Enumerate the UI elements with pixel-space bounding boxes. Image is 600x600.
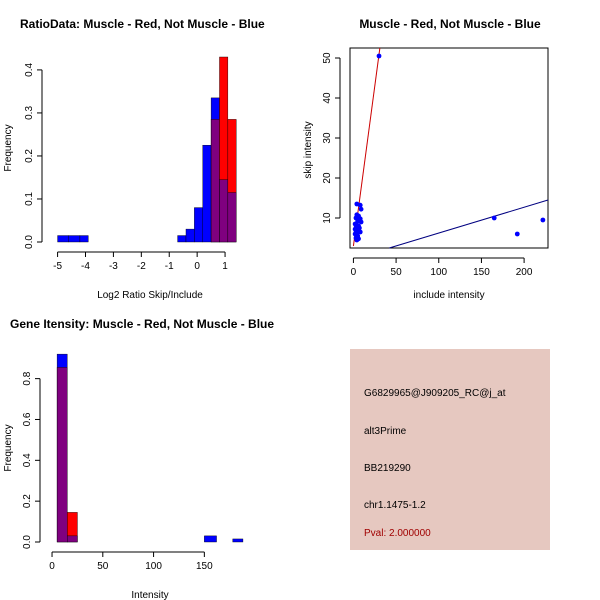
scatter-point <box>358 206 364 212</box>
gene-bar-not-muscle <box>204 535 217 543</box>
ratio-x-tick-label: -1 <box>165 261 174 272</box>
scatter-point <box>514 231 520 237</box>
gene-y-tick-label: 0.4 <box>22 453 33 467</box>
scatter-xlabel: include intensity <box>413 290 484 301</box>
scatter-y-tick-label: 20 <box>322 172 333 184</box>
gene-x-tick-label: 0 <box>49 561 55 572</box>
scatter-x-tick-label: 100 <box>430 267 447 278</box>
ratio-histogram-axes: -5 -4 -3 -2 -1 0 1 0.0 0.1 0.2 0.3 0.4 <box>24 63 228 272</box>
scatter-ylabel: skip intensity <box>303 121 314 178</box>
ratio-x-tick-label: 1 <box>222 261 228 272</box>
ratio-y-tick-label: 0.2 <box>24 149 35 163</box>
gene-x-tick-label: 150 <box>196 561 213 572</box>
scatter-title: Muscle - Red, Not Muscle - Blue <box>359 17 541 31</box>
gene-intensity-xlabel: Intensity <box>131 590 168 600</box>
ratio-x-tick-label: -5 <box>53 261 62 272</box>
info-panel-background <box>350 349 550 550</box>
gene-y-tick-label: 0.6 <box>22 412 33 426</box>
scatter-x-tick-label: 150 <box>473 267 490 278</box>
ratio-x-tick-label: -3 <box>109 261 118 272</box>
scatter-point <box>540 217 546 223</box>
ratio-bar-overlap <box>227 192 237 243</box>
ratio-bar-overlap <box>219 179 229 243</box>
gene-bar-not-muscle <box>232 538 244 543</box>
info-location: chr1.1475-1.2 <box>364 500 426 511</box>
ratio-bar-not-muscle <box>177 235 187 243</box>
scatter-fit-lines <box>352 47 549 249</box>
ratio-histogram-bars <box>57 56 237 243</box>
scatter-y-tick-label: 30 <box>322 132 333 144</box>
ratio-bar-not-muscle <box>185 228 195 243</box>
gene-intensity-ylabel: Frequency <box>3 424 14 471</box>
scatter-plot-box <box>349 47 549 249</box>
scatter-point <box>354 237 360 243</box>
scatter-x-tick-label: 200 <box>516 267 533 278</box>
ratio-bar-not-muscle <box>57 235 69 243</box>
ratio-bar-overlap <box>210 119 220 243</box>
ratio-bar-not-muscle <box>79 235 89 243</box>
scatter-point <box>357 202 363 208</box>
info-probe-id: G6829965@J909205_RC@j_at <box>364 388 506 399</box>
scatter-y-tick-label: 50 <box>322 52 333 64</box>
ratio-histogram-panel: RatioData: Muscle - Red, Not Muscle - Bl… <box>3 17 265 301</box>
info-event-type: alt3Prime <box>364 426 407 437</box>
ratio-histogram-title: RatioData: Muscle - Red, Not Muscle - Bl… <box>20 17 265 31</box>
scatter-points <box>352 53 546 243</box>
ratio-histogram-xlabel: Log2 Ratio Skip/Include <box>97 290 203 301</box>
ratio-y-tick-label: 0.0 <box>24 235 35 249</box>
ratio-bar-not-muscle <box>202 144 212 243</box>
scatter-x-tick-label: 0 <box>351 267 357 278</box>
gene-y-tick-label: 0.0 <box>22 535 33 549</box>
gene-x-tick-label: 50 <box>97 561 109 572</box>
ratio-y-tick-label: 0.3 <box>24 106 35 120</box>
scatter-y-tick-label: 40 <box>322 92 333 104</box>
scatter-point <box>376 53 382 59</box>
ratio-histogram-ylabel: Frequency <box>3 124 14 171</box>
info-accession: BB219290 <box>364 463 411 474</box>
gene-intensity-axes: 0 50 100 150 0.0 0.2 0.4 0.6 0.8 <box>22 371 213 572</box>
ratio-bar-not-muscle <box>194 207 203 243</box>
ratio-x-tick-label: 0 <box>194 261 200 272</box>
gene-y-tick-label: 0.8 <box>22 371 33 385</box>
gene-intensity-title: Gene Itensity: Muscle - Red, Not Muscle … <box>10 317 274 331</box>
scatter-axes: 0 50 100 150 200 10 20 30 40 50 <box>322 52 533 278</box>
gene-intensity-panel: Gene Itensity: Muscle - Red, Not Muscle … <box>3 317 274 600</box>
ratio-x-tick-label: -2 <box>137 261 146 272</box>
ratio-bar-not-muscle <box>68 235 81 243</box>
ratio-x-tick-label: -4 <box>81 261 90 272</box>
scatter-y-tick-label: 10 <box>322 212 333 224</box>
scatter-fit-line-not-muscle <box>389 199 549 249</box>
gene-intensity-bars <box>56 353 244 543</box>
gene-bar-overlap <box>67 535 78 543</box>
gene-bar-overlap <box>56 367 68 543</box>
scatter-x-tick-label: 50 <box>391 267 403 278</box>
gene-y-tick-label: 0.2 <box>22 494 33 508</box>
info-panel: G6829965@J909205_RC@j_at alt3Prime BB219… <box>350 349 550 550</box>
ratio-y-tick-label: 0.4 <box>24 63 35 77</box>
scatter-point <box>358 219 364 225</box>
intensity-scatter-panel: Muscle - Red, Not Muscle - Blue 0 50 100 15… <box>303 17 549 301</box>
scatter-point <box>491 215 497 221</box>
info-pval: Pval: 2.000000 <box>364 528 431 539</box>
ratio-y-tick-label: 0.1 <box>24 192 35 206</box>
gene-x-tick-label: 100 <box>145 561 162 572</box>
